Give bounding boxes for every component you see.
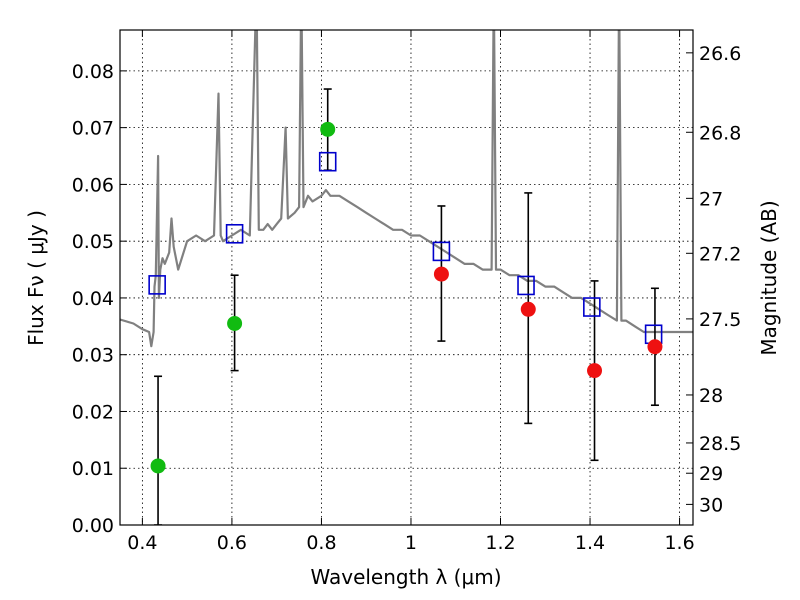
y-tick-label: 0.08	[72, 61, 114, 83]
y-tick-label: 0.03	[72, 345, 114, 367]
y-right-tick-label: 28.5	[699, 433, 741, 455]
y-right-tick-label: 27.2	[699, 243, 741, 265]
y-right-tick-label: 26.8	[699, 122, 741, 144]
y-right-tick-label: 30	[699, 494, 723, 516]
y-tick-label: 0.02	[72, 401, 114, 423]
model-photometry-square	[517, 275, 535, 296]
y-tick-label: 0.00	[72, 515, 114, 537]
x-axis-label: Wavelength λ (μm)	[310, 565, 501, 589]
y-right-tick-label: 29	[699, 463, 723, 485]
model-photometry-square	[318, 151, 337, 172]
observed-optical-point	[320, 121, 336, 137]
y-axis-right-label: Magnitude (AB)	[757, 200, 781, 355]
x-tick-label: 0.6	[217, 532, 247, 554]
observed-nir-point	[647, 339, 663, 355]
model-photometry-square	[583, 297, 601, 317]
plot-frame	[119, 29, 694, 526]
x-tick-label: 1	[405, 532, 417, 554]
grid	[120, 30, 693, 525]
y-axis-label: Flux Fν ( μJy )	[24, 210, 48, 346]
y-right-tick-label: 26.6	[699, 43, 741, 65]
y-right-tick-label: 28	[699, 385, 723, 407]
observed-nir-point	[587, 363, 603, 379]
model-spectrum-line	[120, 30, 693, 348]
y-right-tick-label: 27.5	[699, 309, 741, 331]
x-tick-label: 1.6	[664, 532, 694, 554]
observed-nir-point	[433, 266, 449, 282]
model-spectrum-layer	[120, 30, 693, 348]
x-tick-label: 0.8	[306, 532, 336, 554]
x-tick-label: 1.4	[575, 532, 605, 554]
model-photometry-square	[225, 223, 244, 244]
y-right-tick-label: 27	[699, 188, 723, 210]
marker-layer	[148, 88, 663, 525]
y-tick-label: 0.04	[72, 288, 114, 310]
y-tick-label: 0.07	[72, 118, 114, 140]
model-photometry-square	[432, 241, 451, 262]
observed-optical-point	[227, 315, 243, 331]
model-photometry-square	[148, 275, 166, 295]
observed-nir-point	[520, 301, 536, 317]
observed-optical-point	[150, 458, 166, 474]
y-tick-label: 0.01	[72, 458, 114, 480]
x-tick-label: 0.4	[127, 532, 157, 554]
y-tick-label: 0.06	[72, 174, 114, 196]
tick-layer: 0.4 0.6 0.8 1 1.2 1.4 1.6 0.00 0.01 0.02 0.03 0.04 0…	[72, 30, 741, 554]
x-tick-label: 1.2	[485, 532, 515, 554]
y-tick-label: 0.05	[72, 231, 114, 253]
